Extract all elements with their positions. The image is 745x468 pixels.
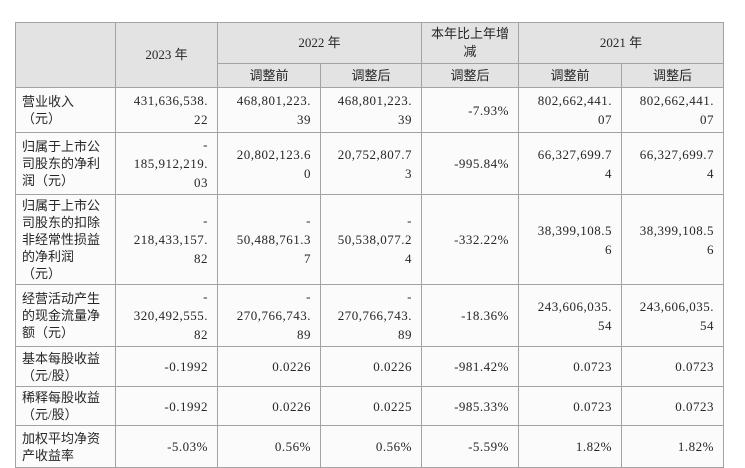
cell-2021-post: 0.0723 — [621, 386, 724, 426]
header-2022: 2022 年 — [217, 22, 422, 64]
cell-2021-pre: 243,606,035. 54 — [518, 284, 622, 347]
cell-2023: -5.03% — [115, 425, 218, 468]
cell-2022-post: 0.0225 — [320, 386, 422, 426]
cell-2021-pre: 0.0723 — [518, 346, 622, 387]
table-row-basic-eps: 基本每股收益 （元/股） -0.1992 0.0226 0.0226 -981.… — [15, 346, 724, 387]
cell-change: -985.33% — [421, 386, 519, 426]
cell-2023: 431,636,538. 22 — [115, 87, 218, 133]
cell-2023: - 320,492,555. 82 — [115, 284, 218, 347]
cell-2022-post: - 270,766,743. 89 — [320, 284, 422, 347]
cell-2021-pre: 0.0723 — [518, 386, 622, 426]
cell-2022-post: 0.56% — [320, 425, 422, 468]
table-row-revenue: 营业收入 （元） 431,636,538. 22 468,801,223. 39… — [15, 87, 724, 133]
cell-2022-post: 0.0226 — [320, 346, 422, 387]
row-label: 归属于上市公 司股东的净利 润（元） — [15, 132, 116, 195]
cell-change: -7.93% — [421, 87, 519, 133]
cell-2021-pre: 802,662,441. 07 — [518, 87, 622, 133]
cell-2023: - 185,912,219. 03 — [115, 132, 218, 195]
cell-2021-pre: 66,327,699.7 4 — [518, 132, 622, 195]
subheader-change-post: 调整后 — [421, 63, 519, 88]
cell-change: -18.36% — [421, 284, 519, 347]
cell-2023: -0.1992 — [115, 386, 218, 426]
cell-2022-pre: 0.56% — [217, 425, 321, 468]
row-label: 基本每股收益 （元/股） — [15, 346, 116, 387]
cell-2023: - 218,433,157. 82 — [115, 194, 218, 285]
financial-summary-table: 2023 年 2022 年 本年比上年增 减 2021 年 调整前 调整后 调整… — [15, 22, 724, 468]
cell-change: -5.59% — [421, 425, 519, 468]
subheader-2022-pre: 调整前 — [217, 63, 321, 88]
subheader-2021-pre: 调整前 — [518, 63, 622, 88]
cell-2022-pre: - 50,488,761.3 7 — [217, 194, 321, 285]
row-label: 稀释每股收益 （元/股） — [15, 386, 116, 426]
cell-2022-pre: 0.0226 — [217, 346, 321, 387]
cell-2021-post: 802,662,441. 07 — [621, 87, 724, 133]
cell-2021-pre: 38,399,108.5 6 — [518, 194, 622, 285]
cell-change: -332.22% — [421, 194, 519, 285]
table-row-net-profit-excl-nonrecurring: 归属于上市公 司股东的扣除 非经常性损益 的净利润 （元） - 218,433,… — [15, 194, 724, 285]
cell-2022-post: 20,752,807.7 3 — [320, 132, 422, 195]
table-row-weighted-avg-roe: 加权平均净资 产收益率 -5.03% 0.56% 0.56% -5.59% 1.… — [15, 425, 724, 468]
cell-2022-post: - 50,538,077.2 4 — [320, 194, 422, 285]
cell-change: -995.84% — [421, 132, 519, 195]
subheader-2022-post: 调整后 — [320, 63, 422, 88]
cell-2021-post: 38,399,108.5 6 — [621, 194, 724, 285]
cell-change: -981.42% — [421, 346, 519, 387]
cell-2021-post: 1.82% — [621, 425, 724, 468]
cell-2021-pre: 1.82% — [518, 425, 622, 468]
row-label: 营业收入 （元） — [15, 87, 116, 133]
cell-2021-post: 243,606,035. 54 — [621, 284, 724, 347]
table-row-operating-cash-flow: 经营活动产生 的现金流量净 额（元） - 320,492,555. 82 - 2… — [15, 284, 724, 347]
row-label: 归属于上市公 司股东的扣除 非经常性损益 的净利润 （元） — [15, 194, 116, 285]
row-label: 加权平均净资 产收益率 — [15, 425, 116, 468]
cell-2022-post: 468,801,223. 39 — [320, 87, 422, 133]
cell-2022-pre: 20,802,123.6 0 — [217, 132, 321, 195]
cell-2021-post: 0.0723 — [621, 346, 724, 387]
cell-2022-pre: 468,801,223. 39 — [217, 87, 321, 133]
header-2021: 2021 年 — [518, 22, 724, 64]
header-change: 本年比上年增 减 — [421, 22, 519, 64]
cell-2023: -0.1992 — [115, 346, 218, 387]
table-row-net-profit: 归属于上市公 司股东的净利 润（元） - 185,912,219. 03 20,… — [15, 132, 724, 195]
corner-cell — [15, 22, 116, 88]
header-2023: 2023 年 — [115, 22, 218, 88]
cell-2021-post: 66,327,699.7 4 — [621, 132, 724, 195]
table-row-diluted-eps: 稀释每股收益 （元/股） -0.1992 0.0226 0.0225 -985.… — [15, 386, 724, 426]
cell-2022-pre: - 270,766,743. 89 — [217, 284, 321, 347]
cell-2022-pre: 0.0226 — [217, 386, 321, 426]
row-label: 经营活动产生 的现金流量净 额（元） — [15, 284, 116, 347]
subheader-2021-post: 调整后 — [621, 63, 724, 88]
